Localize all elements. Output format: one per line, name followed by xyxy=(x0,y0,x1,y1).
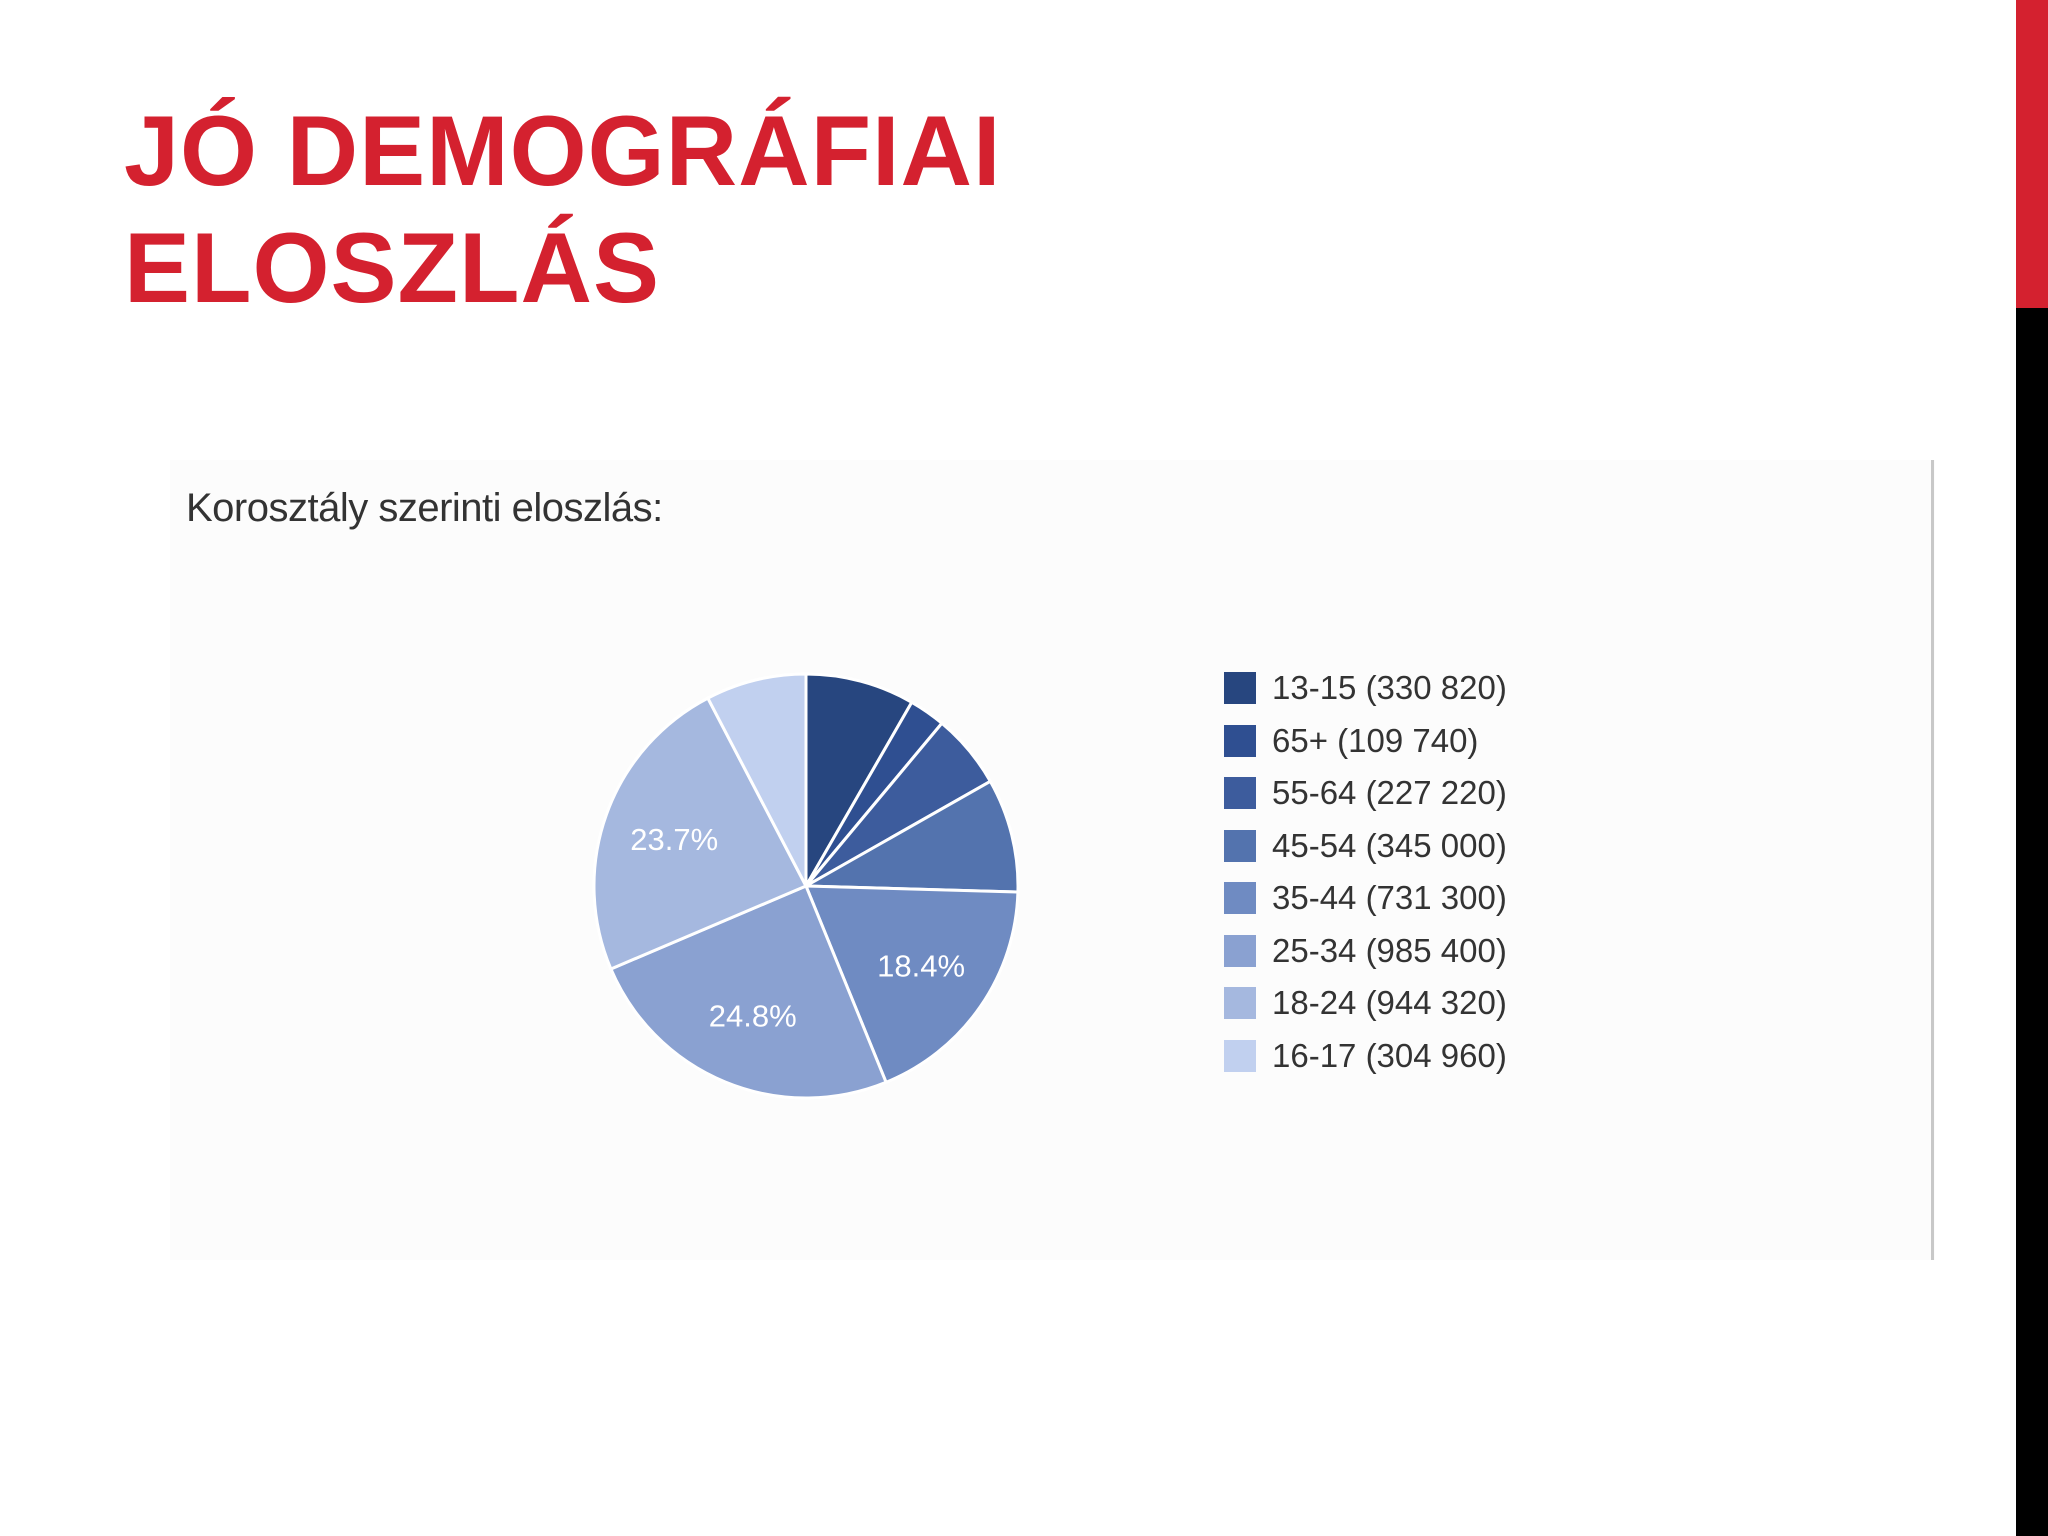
legend-item-25-34: 25-34 (985 400) xyxy=(1224,925,1507,978)
legend-swatch xyxy=(1224,777,1256,810)
panel-divider xyxy=(1931,460,1934,1260)
chart-panel xyxy=(170,460,1935,1260)
pie-percent-label-25-34: 24.8% xyxy=(709,999,797,1034)
chart-title: Korosztály szerinti eloszlás: xyxy=(186,486,663,530)
slide-title-line-1: JÓ DEMOGRÁFIAI xyxy=(124,95,1002,206)
legend-label: 13-15 (330 820) xyxy=(1272,669,1507,707)
legend-label: 45-54 (345 000) xyxy=(1272,826,1507,864)
pie-slice-16-17 xyxy=(706,672,808,888)
pie-percent-label-18-24: 23.7% xyxy=(630,822,718,857)
pie-percent-label-35-44: 18.4% xyxy=(877,949,965,984)
legend-label: 18-24 (944 320) xyxy=(1272,984,1507,1022)
legend-label: 16-17 (304 960) xyxy=(1272,1036,1507,1074)
legend-item-65+: 65+ (109 740) xyxy=(1224,715,1507,768)
chart-legend: 13-15 (330 820) 65+ (109 740) 55-64 (227 2… xyxy=(1224,662,1507,1082)
pie-slice-18-24 xyxy=(592,696,808,971)
pie-slice-25-34 xyxy=(609,884,888,1100)
legend-swatch xyxy=(1224,882,1256,915)
legend-item-16-17: 16-17 (304 960) xyxy=(1224,1030,1507,1083)
legend-item-45-54: 45-54 (345 000) xyxy=(1224,820,1507,873)
slide-title-line-2: ELOSZLÁS xyxy=(124,212,661,323)
legend-swatch xyxy=(1224,724,1256,757)
pie-slice-13-15 xyxy=(804,672,914,888)
legend-swatch xyxy=(1224,934,1256,967)
legend-label: 35-44 (731 300) xyxy=(1272,879,1507,917)
legend-item-18-24: 18-24 (944 320) xyxy=(1224,977,1507,1030)
accent-bar-black xyxy=(2016,308,2048,1536)
legend-item-35-44: 35-44 (731 300) xyxy=(1224,872,1507,925)
pie-chart: 18.4% 24.8% 23.7% xyxy=(592,672,1020,1100)
legend-label: 55-64 (227 220) xyxy=(1272,774,1507,812)
legend-label: 65+ (109 740) xyxy=(1272,721,1479,759)
slide-title: JÓ DEMOGRÁFIAI ELOSZLÁS xyxy=(124,92,1424,326)
legend-item-55-64: 55-64 (227 220) xyxy=(1224,767,1507,820)
accent-bar-red xyxy=(2016,0,2048,308)
legend-label: 25-34 (985 400) xyxy=(1272,931,1507,969)
legend-swatch xyxy=(1224,987,1256,1020)
pie-slice-35-44 xyxy=(804,884,1020,1084)
pie-slice-45-54 xyxy=(804,779,1020,894)
legend-item-13-15: 13-15 (330 820) xyxy=(1224,662,1507,715)
legend-swatch xyxy=(1224,1039,1256,1072)
legend-swatch xyxy=(1224,672,1256,705)
legend-swatch xyxy=(1224,829,1256,862)
